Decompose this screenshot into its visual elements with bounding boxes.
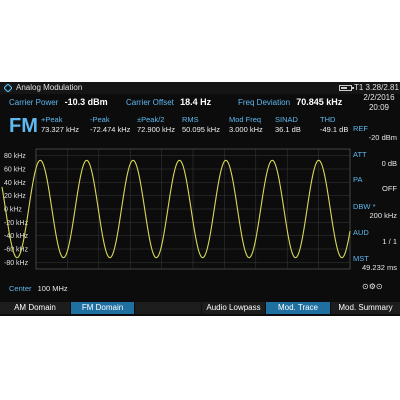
y-tick-label: -80 kHz bbox=[4, 260, 29, 267]
result-thd: THD -49.1 dB bbox=[320, 115, 348, 134]
result-value: 36.1 dB bbox=[275, 125, 301, 134]
result-label: SINAD bbox=[275, 115, 298, 124]
carrier-power-value: -10.3 dBm bbox=[64, 97, 108, 107]
analyzer-screen: Analog Modulation T1 3.28/2.81 Carrier P… bbox=[0, 82, 400, 316]
y-tick-label: -40 kHz bbox=[4, 233, 29, 240]
battery-icon bbox=[339, 85, 354, 91]
center-label: Center bbox=[9, 284, 32, 293]
result-label: ±Peak/2 bbox=[137, 115, 165, 124]
param-dbw[interactable]: DBW * 200 kHz bbox=[353, 202, 400, 220]
param-label: AUD bbox=[353, 228, 369, 237]
y-tick-labels: 80 kHz 60 kHz 40 kHz 20 kHz 0 kHz -20 kHz -40 … bbox=[4, 153, 29, 267]
carrier-offset-value: 18.4 Hz bbox=[180, 97, 212, 107]
result-label: THD bbox=[320, 115, 336, 124]
param-label: PA bbox=[353, 175, 363, 184]
result-value: 73.327 kHz bbox=[41, 125, 79, 134]
param-label: MST bbox=[353, 254, 369, 263]
y-tick-label: 60 kHz bbox=[4, 167, 26, 174]
rohde-schwarz-logo-icon bbox=[4, 84, 12, 92]
y-tick-label: 40 kHz bbox=[4, 180, 26, 187]
param-value: 200 kHz bbox=[369, 211, 397, 220]
fm-trace-line bbox=[1, 159, 351, 259]
softkey-audio-lowpass[interactable]: Audio Lowpass bbox=[202, 302, 265, 314]
param-value: 1 / 1 bbox=[382, 237, 397, 246]
display-controls-icon[interactable]: ⊙⚙⊙ bbox=[362, 282, 383, 291]
result-value: 50.095 kHz bbox=[182, 125, 220, 134]
result-peak-half: ±Peak/2 72.900 kHz bbox=[137, 115, 175, 134]
param-att[interactable]: ATT 0 dB bbox=[353, 150, 400, 168]
result-mod-freq: Mod Freq 3.000 kHz bbox=[229, 115, 263, 134]
result-value: 72.900 kHz bbox=[137, 125, 175, 134]
app-title: Analog Modulation bbox=[16, 83, 83, 92]
softkey-mod-summary[interactable]: Mod. Summary bbox=[331, 302, 400, 314]
y-tick-label: 20 kHz bbox=[4, 193, 26, 200]
carrier-offset-label: Carrier Offset bbox=[126, 98, 174, 107]
result-value: -72.474 kHz bbox=[90, 125, 131, 134]
demod-mode: FM bbox=[9, 115, 38, 137]
y-tick-label: -60 kHz bbox=[4, 247, 29, 254]
center-value: 100 MHz bbox=[37, 284, 68, 293]
carrier-power-label: Carrier Power bbox=[9, 98, 59, 107]
time: 20:09 bbox=[368, 103, 390, 112]
softkey-empty[interactable] bbox=[135, 302, 201, 314]
status-readout: T1 3.28/2.81 bbox=[354, 83, 399, 92]
param-value: 49.232 ms bbox=[361, 263, 397, 272]
softkey-fm-domain[interactable]: FM Domain bbox=[71, 302, 134, 314]
result-sinad: SINAD 36.1 dB bbox=[275, 115, 301, 134]
result-label: -Peak bbox=[90, 115, 110, 124]
center-frequency: Center 100 MHz bbox=[9, 284, 68, 293]
param-mst[interactable]: MST 49.232 ms bbox=[353, 254, 400, 272]
param-label: DBW * bbox=[353, 202, 376, 211]
y-tick-label: -20 kHz bbox=[4, 220, 29, 227]
y-tick-label: 0 kHz bbox=[4, 207, 22, 214]
y-tick-label: 80 kHz bbox=[4, 153, 26, 160]
result-peak-minus: -Peak -72.474 kHz bbox=[90, 115, 130, 134]
param-value: -20 dBm bbox=[368, 133, 397, 142]
fm-trace-plot[interactable]: 80 kHz 60 kHz 40 kHz 20 kHz 0 kHz -20 kHz -40 … bbox=[0, 145, 352, 279]
param-value: OFF bbox=[382, 184, 397, 193]
result-label: RMS bbox=[182, 115, 199, 124]
param-label: REF bbox=[353, 124, 368, 133]
param-aud[interactable]: AUD 1 / 1 bbox=[353, 228, 400, 246]
freq-deviation-label: Freq Deviation bbox=[238, 98, 291, 107]
date: 2/2/2016 bbox=[363, 93, 395, 102]
title-bar: Analog Modulation T1 3.28/2.81 bbox=[0, 82, 400, 94]
param-ref[interactable]: REF -20 dBm bbox=[353, 124, 400, 142]
softkey-am-domain[interactable]: AM Domain bbox=[0, 302, 70, 314]
result-value: 3.000 kHz bbox=[229, 125, 263, 134]
carrier-offset: Carrier Offset 18.4 Hz bbox=[126, 97, 211, 107]
param-pa[interactable]: PA OFF bbox=[353, 175, 400, 193]
result-label: +Peak bbox=[41, 115, 63, 124]
result-label: Mod Freq bbox=[229, 115, 262, 124]
plot-grid bbox=[35, 148, 351, 270]
param-label: ATT bbox=[353, 150, 367, 159]
carrier-power: Carrier Power -10.3 dBm bbox=[9, 97, 108, 107]
result-value: -49.1 dB bbox=[320, 125, 349, 134]
freq-deviation: Freq Deviation 70.845 kHz bbox=[238, 97, 342, 107]
param-value: 0 dB bbox=[381, 159, 397, 168]
softkey-mod-trace[interactable]: Mod. Trace bbox=[266, 302, 330, 314]
result-rms: RMS 50.095 kHz bbox=[182, 115, 220, 134]
freq-deviation-value: 70.845 kHz bbox=[296, 97, 343, 107]
date-time: 2/2/2016 20:09 bbox=[360, 93, 398, 113]
result-peak-plus: +Peak 73.327 kHz bbox=[41, 115, 79, 134]
softkey-bar: AM Domain FM Domain Audio Lowpass Mod. T… bbox=[0, 300, 400, 316]
